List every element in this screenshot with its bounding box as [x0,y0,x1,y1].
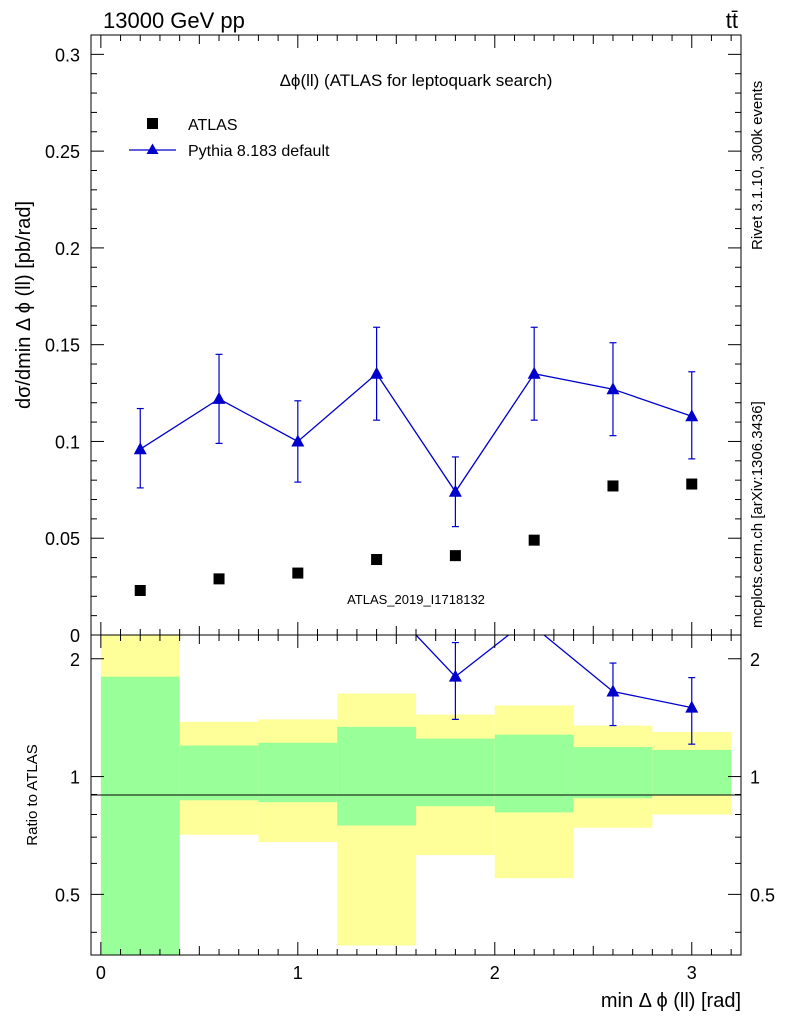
ratio-bands [100,635,732,955]
pythia-point [291,434,305,447]
atlas-point [213,573,225,585]
atlas-point [292,567,304,579]
beam-energy-label: 13000 GeV pp [103,8,245,33]
x-tick-label: 1 [293,963,303,983]
pythia-point [448,484,462,497]
atlas-point [528,534,540,546]
legend-atlas-label: ATLAS [188,117,238,134]
ratio-pythia-point [448,669,462,682]
main-panel: 0 0.05 0.1 0.15 0.2 0.25 0.3 Δϕ(ll) (ATLAS for… [13,34,742,646]
ratio-pythia-line [612,690,692,709]
ratio-tick-label: 1 [70,768,80,788]
atlas-point [134,584,146,596]
y-tick-label: 0.05 [45,529,80,549]
ratio-tick-label: 2 [70,650,80,670]
ratio-pythia-line [454,634,509,678]
y-axis-title: dσ/dmin Δ ϕ (ll) [pb/rad] [13,201,35,409]
pythia-point [527,366,541,379]
ratio-tick-label-right: 1 [750,768,760,788]
green-band [258,742,338,803]
pythia-point [212,391,226,404]
x-tick-label: 2 [490,963,500,983]
mcplots-label: mcplots.cern.ch [arXiv:1306.3436] [749,401,766,628]
pythia-point [133,442,147,455]
ratio-tick-label-right: 2 [750,650,760,670]
green-band [652,749,732,795]
chart-title: Δϕ(ll) (ATLAS for leptoquark search) [280,71,553,90]
ratio-tick-label-right: 0.5 [750,885,775,905]
ratio-pythia-line [415,634,456,678]
atlas-point [371,554,383,566]
legend-atlas-marker [147,118,158,129]
x-tick-label: 3 [687,963,697,983]
ratio-pythia-line [543,634,614,692]
ratio-tick-label: 0.5 [55,885,80,905]
pythia-point [370,366,384,379]
rivet-version-label: Rivet 3.1.10, 300k events [749,81,766,250]
ratio-y-ticks: 0.5 0.5 1 1 2 2 [55,650,775,933]
y-tick-label: 0.3 [55,45,80,65]
green-band [573,747,653,799]
green-band [416,738,495,807]
ratio-pythia-point [685,700,699,713]
pythia-point [606,382,620,395]
y-tick-label: 0 [70,626,80,646]
process-label: tt̄ [726,8,738,33]
ratio-pythia-point [606,684,620,697]
legend: ATLAS Pythia 8.183 default [129,117,330,160]
y-tick-label: 0.2 [55,239,80,259]
atlas-point [686,478,698,490]
atlas-point [449,550,461,562]
green-band [179,745,259,801]
ratio-series [415,634,699,745]
green-band [100,676,180,955]
green-band [337,726,416,826]
y-tick-label: 0.15 [45,336,80,356]
ratio-axis-title: Ratio to ATLAS [24,744,41,845]
y-tick-label: 0.25 [45,142,80,162]
main-series [133,326,699,596]
y-tick-label: 0.1 [55,432,80,452]
ratio-panel: 0.5 0.5 1 1 2 2 0 1 2 3 Ratio to ATLAS min Δ ϕ (… [24,35,775,1012]
main-y-ticks: 0 0.05 0.1 0.15 0.2 0.25 0.3 [45,34,741,646]
x-ticks: 0 1 2 3 [96,35,732,983]
green-band [494,734,574,813]
x-axis-title: min Δ ϕ (ll) [rad] [601,990,741,1012]
pythia-line [139,372,692,493]
analysis-id-label: ATLAS_2019_I1718132 [347,592,485,607]
legend-pythia-marker [146,143,159,154]
x-tick-label: 0 [96,963,106,983]
legend-pythia-label: Pythia 8.183 default [188,143,330,160]
atlas-point [607,480,619,492]
pythia-point [685,409,699,422]
